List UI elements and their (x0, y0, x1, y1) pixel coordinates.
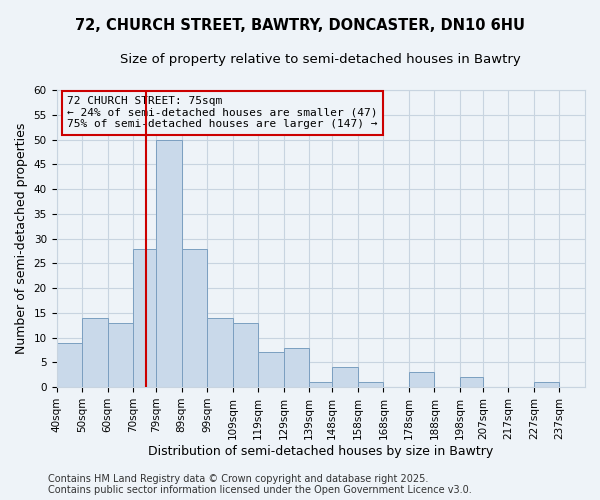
Bar (207, 318, 233, 387)
Bar (332, 368, 358, 387)
Bar (409, 372, 434, 387)
Title: Size of property relative to semi-detached houses in Bawtry: Size of property relative to semi-detach… (121, 52, 521, 66)
Bar (534, 382, 559, 387)
Bar (358, 382, 383, 387)
Text: Contains public sector information licensed under the Open Government Licence v3: Contains public sector information licen… (48, 485, 472, 495)
Bar (460, 377, 483, 387)
Bar (82, 318, 107, 387)
Text: Contains HM Land Registry data © Crown copyright and database right 2025.: Contains HM Land Registry data © Crown c… (48, 474, 428, 484)
Bar (182, 248, 207, 387)
Bar (309, 382, 332, 387)
Y-axis label: Number of semi-detached properties: Number of semi-detached properties (15, 123, 28, 354)
Bar (56, 342, 82, 387)
Bar (156, 140, 182, 387)
Bar (107, 323, 133, 387)
Bar (133, 248, 156, 387)
X-axis label: Distribution of semi-detached houses by size in Bawtry: Distribution of semi-detached houses by … (148, 444, 493, 458)
Bar (233, 323, 258, 387)
Bar (258, 352, 284, 387)
Text: 72, CHURCH STREET, BAWTRY, DONCASTER, DN10 6HU: 72, CHURCH STREET, BAWTRY, DONCASTER, DN… (75, 18, 525, 32)
Text: 72 CHURCH STREET: 75sqm
← 24% of semi-detached houses are smaller (47)
75% of se: 72 CHURCH STREET: 75sqm ← 24% of semi-de… (67, 96, 377, 130)
Bar (284, 348, 309, 387)
